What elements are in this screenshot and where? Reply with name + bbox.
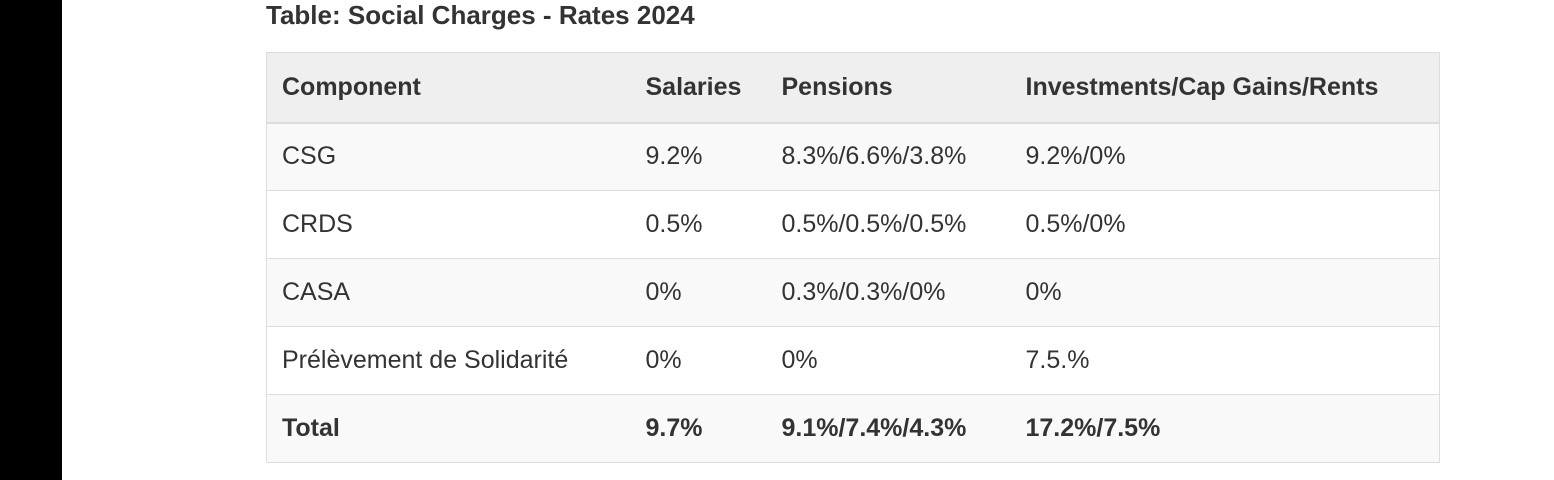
- left-edge-bar: [0, 0, 62, 480]
- total-salaries: 9.7%: [645, 414, 703, 442]
- cell-pensions: 0.5%/0.5%/0.5%: [781, 210, 967, 238]
- total-pensions: 9.1%/7.4%/4.3%: [781, 414, 967, 442]
- cell-investments: 7.5.%: [1010, 326, 1440, 395]
- cell-salaries: 9.2%: [645, 142, 703, 171]
- cell-pensions: 0.3%/0.3%/0%: [781, 278, 946, 306]
- table-header-row: Component Salaries Pensions Investments/…: [266, 52, 1440, 124]
- cell-pensions: 0%: [781, 346, 818, 374]
- table-row: CRDS 0.5% 0.5%/0.5%/0.5% 0.5%/0%: [266, 190, 1440, 259]
- cell-salaries: 0%: [645, 346, 682, 374]
- header-component: Component: [266, 52, 631, 124]
- header-pensions: Pensions: [766, 52, 1011, 124]
- cell-investments: 0.5%/0%: [1010, 190, 1440, 259]
- cell-investments: 9.2%/0%: [1010, 122, 1440, 191]
- cell-pensions: 8.3%/6.6%/3.8%: [781, 142, 967, 171]
- social-charges-table: Component Salaries Pensions Investments/…: [266, 52, 1440, 463]
- table-row: CSG 9.2% 8.3%/6.6%/3.8% 9.2%/0%: [266, 122, 1440, 191]
- table-row: Prélèvement de Solidarité 0% 0% 7.5.%: [266, 326, 1440, 395]
- cell-salaries: 0.5%: [645, 210, 703, 238]
- cell-component: CSG: [266, 122, 631, 191]
- total-investments: 17.2%/7.5%: [1010, 394, 1440, 463]
- cell-component: CRDS: [266, 190, 631, 259]
- header-salaries: Salaries: [630, 52, 767, 124]
- header-investments: Investments/Cap Gains/Rents: [1010, 52, 1440, 124]
- table-total-row: Total 9.7% 9.1%/7.4%/4.3% 17.2%/7.5%: [266, 394, 1440, 463]
- cell-component: Prélèvement de Solidarité: [266, 326, 631, 395]
- table-caption: Table: Social Charges - Rates 2024: [266, 0, 695, 30]
- cell-component: CASA: [266, 258, 631, 327]
- cell-investments: 0%: [1010, 258, 1440, 327]
- table-row: CASA 0% 0.3%/0.3%/0% 0%: [266, 258, 1440, 327]
- total-label: Total: [266, 394, 631, 463]
- cell-salaries: 0%: [645, 278, 682, 306]
- social-charges-table-container: Component Salaries Pensions Investments/…: [266, 52, 1440, 463]
